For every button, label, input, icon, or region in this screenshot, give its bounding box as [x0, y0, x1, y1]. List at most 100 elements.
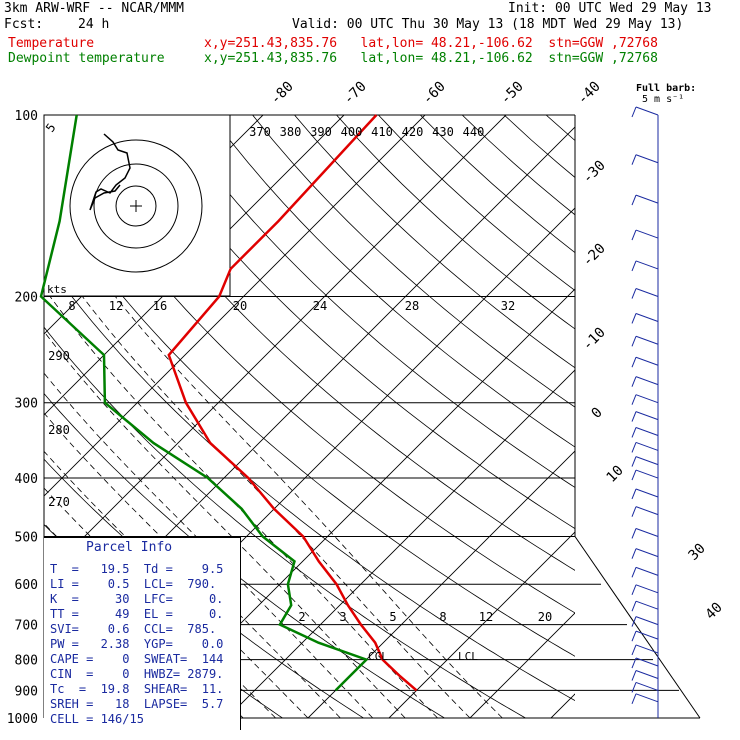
- wind-barb-flag: [631, 456, 637, 467]
- dry-adiabat: [294, 115, 575, 369]
- mixing-ratio-label: 5: [389, 610, 396, 624]
- wind-barb-flag: [631, 469, 637, 481]
- wind-barb: [635, 630, 659, 640]
- dry-adiabat: [126, 115, 575, 530]
- parcel-row: CIN = 0 HWBZ= 2879.: [50, 667, 224, 681]
- dry-adiabat: [210, 115, 575, 448]
- wind-barb: [635, 335, 659, 345]
- wind-barb-flag: [631, 313, 637, 324]
- wind-barb: [635, 356, 659, 366]
- wind-barb: [635, 566, 659, 576]
- wind-barb-flag: [631, 693, 637, 704]
- wind-barb: [635, 260, 659, 270]
- theta-label: 390: [310, 125, 332, 139]
- pressure-label: 1000: [7, 712, 38, 727]
- wind-barb-flag: [631, 670, 637, 681]
- wind-barb-flag: [631, 442, 637, 453]
- wind-barb: [635, 644, 659, 654]
- wind-barb-flag: [631, 616, 637, 627]
- moist-adiabat: [114, 296, 503, 718]
- wind-barb: [635, 506, 659, 516]
- moist-adiabat: [44, 450, 309, 718]
- wind-barb-flag: [631, 506, 637, 517]
- init-time: Init: 00 UTC Wed 29 May 13: [508, 1, 712, 16]
- wind-barb-flag: [631, 288, 637, 299]
- wind-barb-flag: [631, 567, 637, 578]
- parcel-row: SVI= 0.6 CCL= 785.: [50, 622, 217, 636]
- wind-barb: [635, 681, 659, 691]
- moist-adiabat: [49, 296, 438, 718]
- parcel-row: K = 30 LFC= 0.: [50, 592, 224, 606]
- isotherm-label: 30: [686, 541, 709, 564]
- dry-adiabat: [168, 115, 575, 488]
- mixing-ratio-label: 8: [439, 610, 446, 624]
- wind-barb-flag: [631, 376, 637, 387]
- isotherm-line: [550, 693, 575, 718]
- wind-barb: [635, 441, 659, 451]
- isotherm-line: [44, 115, 426, 497]
- hodograph-ring: [115, 185, 157, 227]
- wind-barb-flag: [631, 336, 637, 347]
- wind-barb-flag: [631, 394, 637, 405]
- pressure-label: 100: [15, 109, 38, 124]
- wind-barb: [635, 229, 659, 239]
- wind-barb-flag: [631, 229, 637, 241]
- isotherm-label: -70: [341, 79, 370, 108]
- barb-legend: Full barb:: [636, 83, 697, 94]
- dry-adiabat: [420, 115, 575, 254]
- pressure-label: 800: [15, 654, 38, 669]
- wind-barb: [635, 411, 659, 421]
- parcel-row: Tc = 19.8 SHEAR= 11.: [50, 682, 224, 696]
- wind-barb-flag: [631, 584, 637, 595]
- isotherm-line: [44, 115, 507, 578]
- wind-barb: [635, 394, 659, 404]
- dry-adiabat: [378, 115, 575, 292]
- wind-barb: [635, 469, 659, 479]
- moist-adiabat: [44, 412, 341, 718]
- model-title: 3km ARW-WRF -- NCAR/MMM: [4, 1, 185, 16]
- pressure-label: 900: [15, 684, 38, 699]
- hodograph-speed-label: 12: [109, 299, 123, 313]
- theta-label: 380: [280, 125, 302, 139]
- hodograph-speed-label: 24: [313, 299, 327, 313]
- isotherm-line: [145, 288, 575, 718]
- parcel-row: LI = 0.5 LCL= 790.: [50, 577, 217, 591]
- wind-barb: [635, 584, 659, 594]
- wind-barb: [635, 154, 659, 164]
- hodograph-speed-label: 8: [68, 299, 75, 313]
- pressure-label: 300: [15, 397, 38, 412]
- hodograph-unit: kts: [47, 283, 67, 296]
- pressure-label: 600: [15, 578, 38, 593]
- wind-barb: [635, 670, 659, 679]
- hodograph-speed-label: 20: [233, 299, 247, 313]
- parcel-row: CAPE = 0 SWEAT= 144: [50, 652, 224, 666]
- pressure-label: 700: [15, 619, 38, 634]
- wind-barb-flag: [631, 488, 637, 500]
- isotherm-label: 0: [589, 405, 606, 422]
- isotherm-label: -80: [268, 79, 297, 108]
- pressure-label: 200: [15, 291, 38, 306]
- theta-label: 410: [371, 125, 393, 139]
- parcel-row: T = 19.5 Td = 9.5: [50, 562, 224, 576]
- dewpoint-line: [39, 114, 369, 692]
- parcel-row: SREH = 18 LAPSE= 5.7: [50, 697, 224, 711]
- wind-barb: [635, 313, 659, 322]
- pressure-label: 500: [15, 530, 38, 545]
- isotherm-label: 40: [703, 600, 726, 623]
- moist-adiabat: [44, 372, 374, 718]
- wind-barb-flag: [631, 106, 637, 118]
- barb-unit: 5 m s⁻¹: [642, 94, 685, 105]
- wind-barbs: [631, 106, 659, 718]
- hodograph-ring: [93, 163, 179, 249]
- wind-barb: [635, 693, 659, 703]
- wind-barb-flag: [631, 357, 637, 368]
- parcel-info-title: Parcel Info: [86, 540, 173, 555]
- wind-barb-flag: [631, 154, 637, 165]
- wind-barb: [635, 616, 659, 626]
- isotherm-label: -40: [575, 79, 604, 108]
- theta-label-left: 270: [48, 495, 70, 509]
- wind-barb: [635, 427, 659, 436]
- isotherm-line: [226, 369, 575, 718]
- wind-barb-flag: [631, 630, 637, 642]
